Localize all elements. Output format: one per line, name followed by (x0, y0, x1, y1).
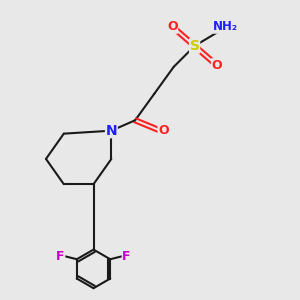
Text: F: F (56, 250, 65, 263)
Text: F: F (122, 250, 131, 263)
Text: NH₂: NH₂ (213, 20, 238, 33)
Text: O: O (158, 124, 169, 137)
Text: S: S (190, 39, 200, 53)
Text: N: N (106, 124, 117, 138)
Text: O: O (212, 59, 222, 72)
Text: O: O (167, 20, 178, 33)
